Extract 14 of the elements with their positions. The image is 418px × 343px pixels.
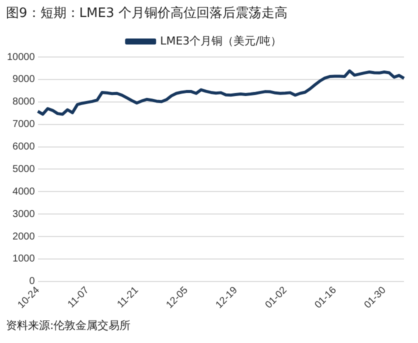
y-tick-label: 5000	[12, 164, 36, 175]
y-tick-label: 3000	[12, 208, 36, 220]
y-tick-label: 8000	[12, 96, 36, 108]
y-tick-label: 6000	[12, 142, 36, 153]
y-tick-label: 0	[29, 276, 36, 288]
y-tick-label: 2000	[12, 231, 36, 242]
legend-label: LME3个月铜（美元/吨）	[160, 34, 282, 48]
y-tick-label: 1000	[12, 254, 36, 265]
y-tick-label: 10000	[6, 52, 36, 63]
y-tick-label: 4000	[12, 186, 36, 198]
text: 资料来源:伦敦金属交易所	[6, 318, 131, 333]
chart-title: 图9：短期：LME3 个月铜价高位回落后震荡走高	[6, 5, 288, 22]
y-tick-label: 7000	[12, 119, 36, 130]
y-tick-label: 9000	[12, 74, 36, 86]
